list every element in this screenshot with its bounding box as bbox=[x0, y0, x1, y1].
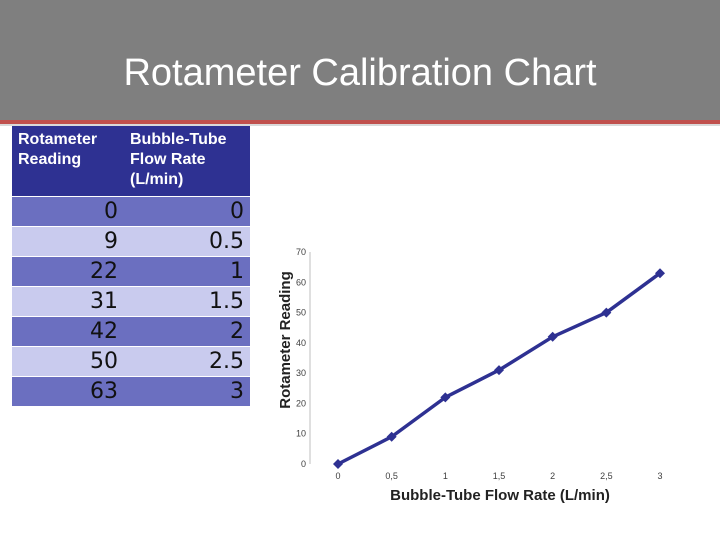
cell-flow-rate: 3 bbox=[124, 376, 250, 406]
data-point bbox=[547, 331, 558, 342]
x-tick-label: 3 bbox=[657, 471, 662, 481]
table-row: 0 0 bbox=[12, 196, 250, 227]
calibration-table: Rotameter Reading Bubble-Tube Flow Rate … bbox=[12, 126, 250, 406]
y-tick-label: 20 bbox=[296, 398, 306, 408]
y-tick-label: 10 bbox=[296, 429, 306, 439]
header-flow-rate: Bubble-Tube Flow Rate (L/min) bbox=[124, 126, 250, 197]
x-tick-label: 2 bbox=[550, 471, 555, 481]
table-header-row: Rotameter Reading Bubble-Tube Flow Rate … bbox=[12, 126, 250, 197]
y-axis-label: Rotameter Reading bbox=[277, 271, 294, 409]
cell-reading: 63 bbox=[12, 376, 124, 406]
cell-flow-rate: 2.5 bbox=[124, 346, 250, 377]
y-tick-label: 60 bbox=[296, 277, 306, 287]
table-row: 50 2.5 bbox=[12, 346, 250, 377]
cell-reading: 31 bbox=[12, 286, 124, 317]
data-point bbox=[440, 392, 451, 403]
cell-flow-rate: 0.5 bbox=[124, 226, 250, 257]
cell-reading: 42 bbox=[12, 316, 124, 347]
table-row: 63 3 bbox=[12, 376, 250, 406]
data-point bbox=[386, 431, 397, 442]
x-axis-label: Bubble-Tube Flow Rate (L/min) bbox=[390, 487, 610, 504]
x-tick-label: 0 bbox=[335, 471, 340, 481]
x-tick-label: 1 bbox=[443, 471, 448, 481]
slide-title: Rotameter Calibration Chart bbox=[123, 52, 597, 94]
table-row: 31 1.5 bbox=[12, 286, 250, 317]
cell-flow-rate: 0 bbox=[124, 196, 250, 227]
x-tick-label: 1,5 bbox=[493, 471, 506, 481]
data-point bbox=[655, 268, 665, 279]
cell-flow-rate: 1 bbox=[124, 256, 250, 287]
cell-flow-rate: 2 bbox=[124, 316, 250, 347]
cell-reading: 50 bbox=[12, 346, 124, 377]
data-point bbox=[494, 365, 504, 376]
y-tick-label: 70 bbox=[296, 247, 306, 257]
y-tick-label: 0 bbox=[301, 459, 306, 469]
x-tick-label: 0,5 bbox=[385, 471, 398, 481]
accent-line-secondary bbox=[0, 124, 720, 126]
cell-flow-rate: 1.5 bbox=[124, 286, 250, 317]
data-point bbox=[601, 307, 612, 318]
y-tick-label: 30 bbox=[296, 368, 306, 378]
table-row: 42 2 bbox=[12, 316, 250, 347]
table-row: 22 1 bbox=[12, 256, 250, 287]
y-tick-label: 50 bbox=[296, 308, 306, 318]
cell-reading: 22 bbox=[12, 256, 124, 287]
x-tick-label: 2,5 bbox=[600, 471, 613, 481]
data-point bbox=[333, 459, 343, 469]
y-tick-label: 40 bbox=[296, 338, 306, 348]
accent-line bbox=[0, 120, 720, 124]
cell-reading: 0 bbox=[12, 196, 124, 227]
title-bar: Rotameter Calibration Chart bbox=[0, 0, 720, 120]
table-row: 9 0.5 bbox=[12, 226, 250, 257]
header-rotameter-reading: Rotameter Reading bbox=[12, 126, 124, 197]
cell-reading: 9 bbox=[12, 226, 124, 257]
